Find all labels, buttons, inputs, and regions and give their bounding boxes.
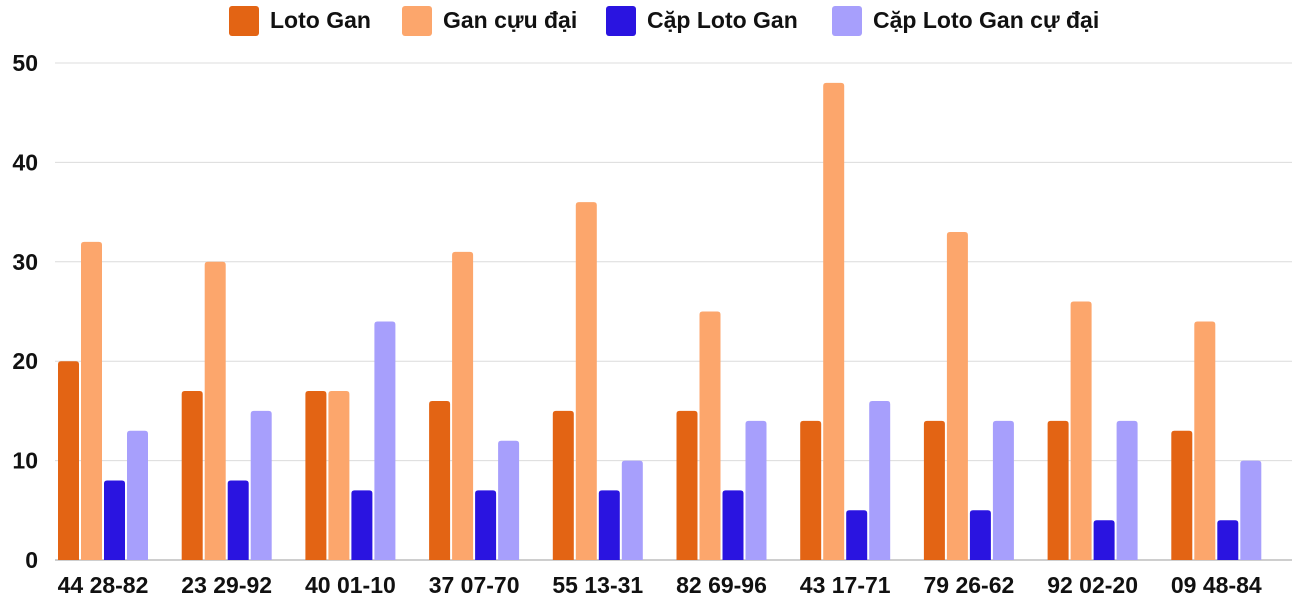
y-tick-label: 20 (12, 348, 38, 374)
x-tick-label: 79 26-62 (923, 572, 1014, 598)
bar-cặp-loto-gan-4 (475, 490, 497, 560)
bar-gan-cựu-đại-6 (699, 311, 721, 560)
legend-item: Cặp Loto Gan cự đại (832, 6, 1099, 36)
bar-cặp-loto-gan-cự-đại-6 (745, 420, 767, 560)
bar-loto-gan-4 (429, 400, 451, 560)
bar-gan-cựu-đại-1 (81, 241, 102, 561)
legend-item: Loto Gan (229, 6, 371, 36)
bar-gan-cựu-đại-4 (452, 251, 474, 561)
bar-gan-cựu-đại-2 (204, 261, 226, 560)
bar-gan-cựu-đại-10 (1194, 321, 1216, 560)
bar-loto-gan-5 (552, 410, 574, 560)
bar-cặp-loto-gan-cự-đại-5 (621, 460, 643, 560)
bar-loto-gan-10 (1171, 430, 1193, 560)
x-tick-label: 92 02-20 (1047, 572, 1138, 598)
legend-swatch (402, 6, 432, 36)
y-tick-label: 30 (12, 249, 38, 275)
bar-cặp-loto-gan-cự-đại-10 (1240, 460, 1262, 560)
bar-gan-cựu-đại-9 (1070, 301, 1092, 560)
bar-cặp-loto-gan-6 (722, 490, 744, 560)
x-tick-label: 44 28-82 (58, 572, 149, 598)
legend-label: Cặp Loto Gan cự đại (873, 7, 1099, 33)
bar-cặp-loto-gan-7 (846, 510, 868, 560)
bar-cặp-loto-gan-1 (104, 480, 125, 560)
bar-loto-gan-2 (181, 391, 203, 560)
bar-gan-cựu-đại-7 (823, 82, 845, 560)
legend-label: Gan cựu đại (443, 7, 577, 33)
x-tick-label: 82 69-96 (676, 572, 767, 598)
x-tick-label: 40 01-10 (305, 572, 396, 598)
bar-gan-cựu-đại-5 (575, 202, 597, 560)
bar-loto-gan-6 (676, 410, 698, 560)
bar-cặp-loto-gan-cự-đại-1 (127, 430, 148, 560)
bar-cặp-loto-gan-cự-đại-2 (250, 410, 272, 560)
legend-label: Loto Gan (270, 7, 371, 33)
bar-cặp-loto-gan-10 (1217, 520, 1239, 560)
bar-cặp-loto-gan-2 (227, 480, 249, 560)
bar-cặp-loto-gan-8 (969, 510, 991, 560)
x-tick-label: 37 07-70 (429, 572, 520, 598)
bar-loto-gan-7 (800, 420, 822, 560)
bar-cặp-loto-gan-cự-đại-3 (374, 321, 396, 560)
legend: Loto Gan Gan cựu đại Cặp Loto Gan Cặp Loto … (229, 6, 1099, 36)
y-tick-label: 50 (12, 50, 38, 76)
bar-cặp-loto-gan-3 (351, 490, 373, 560)
y-tick-label: 10 (12, 448, 38, 474)
bar-loto-gan-8 (923, 420, 945, 560)
bar-cặp-loto-gan-cự-đại-4 (498, 440, 520, 560)
bar-cặp-loto-gan-cự-đại-8 (992, 420, 1014, 560)
legend-item: Gan cựu đại (402, 6, 577, 36)
legend-label: Cặp Loto Gan (647, 7, 798, 33)
y-tick-label: 0 (25, 547, 38, 573)
x-tick-label: 23 29-92 (181, 572, 272, 598)
legend-item: Cặp Loto Gan (606, 6, 798, 36)
legend-swatch (229, 6, 259, 36)
bar-loto-gan-3 (305, 391, 327, 560)
bar-cặp-loto-gan-cự-đại-9 (1116, 420, 1138, 560)
bar-cặp-loto-gan-cự-đại-7 (869, 400, 891, 560)
bar-cặp-loto-gan-5 (598, 490, 620, 560)
bar-gan-cựu-đại-3 (328, 391, 350, 560)
legend-swatch (606, 6, 636, 36)
y-axis-ticks: 0 10 20 30 40 50 (12, 50, 38, 573)
bars (58, 82, 1262, 561)
legend-swatch (832, 6, 862, 36)
x-axis-ticks: 44 28-82 23 29-92 40 01-10 37 07-70 55 13-31… (58, 572, 1262, 598)
x-tick-label: 09 48-84 (1171, 572, 1262, 598)
bar-gan-cựu-đại-8 (946, 231, 968, 561)
bar-cặp-loto-gan-9 (1093, 520, 1115, 560)
y-tick-label: 40 (12, 149, 38, 175)
bar-loto-gan-9 (1047, 420, 1069, 560)
bar-loto-gan-1 (58, 361, 79, 560)
x-tick-label: 43 17-71 (800, 572, 891, 598)
x-tick-label: 55 13-31 (552, 572, 643, 598)
